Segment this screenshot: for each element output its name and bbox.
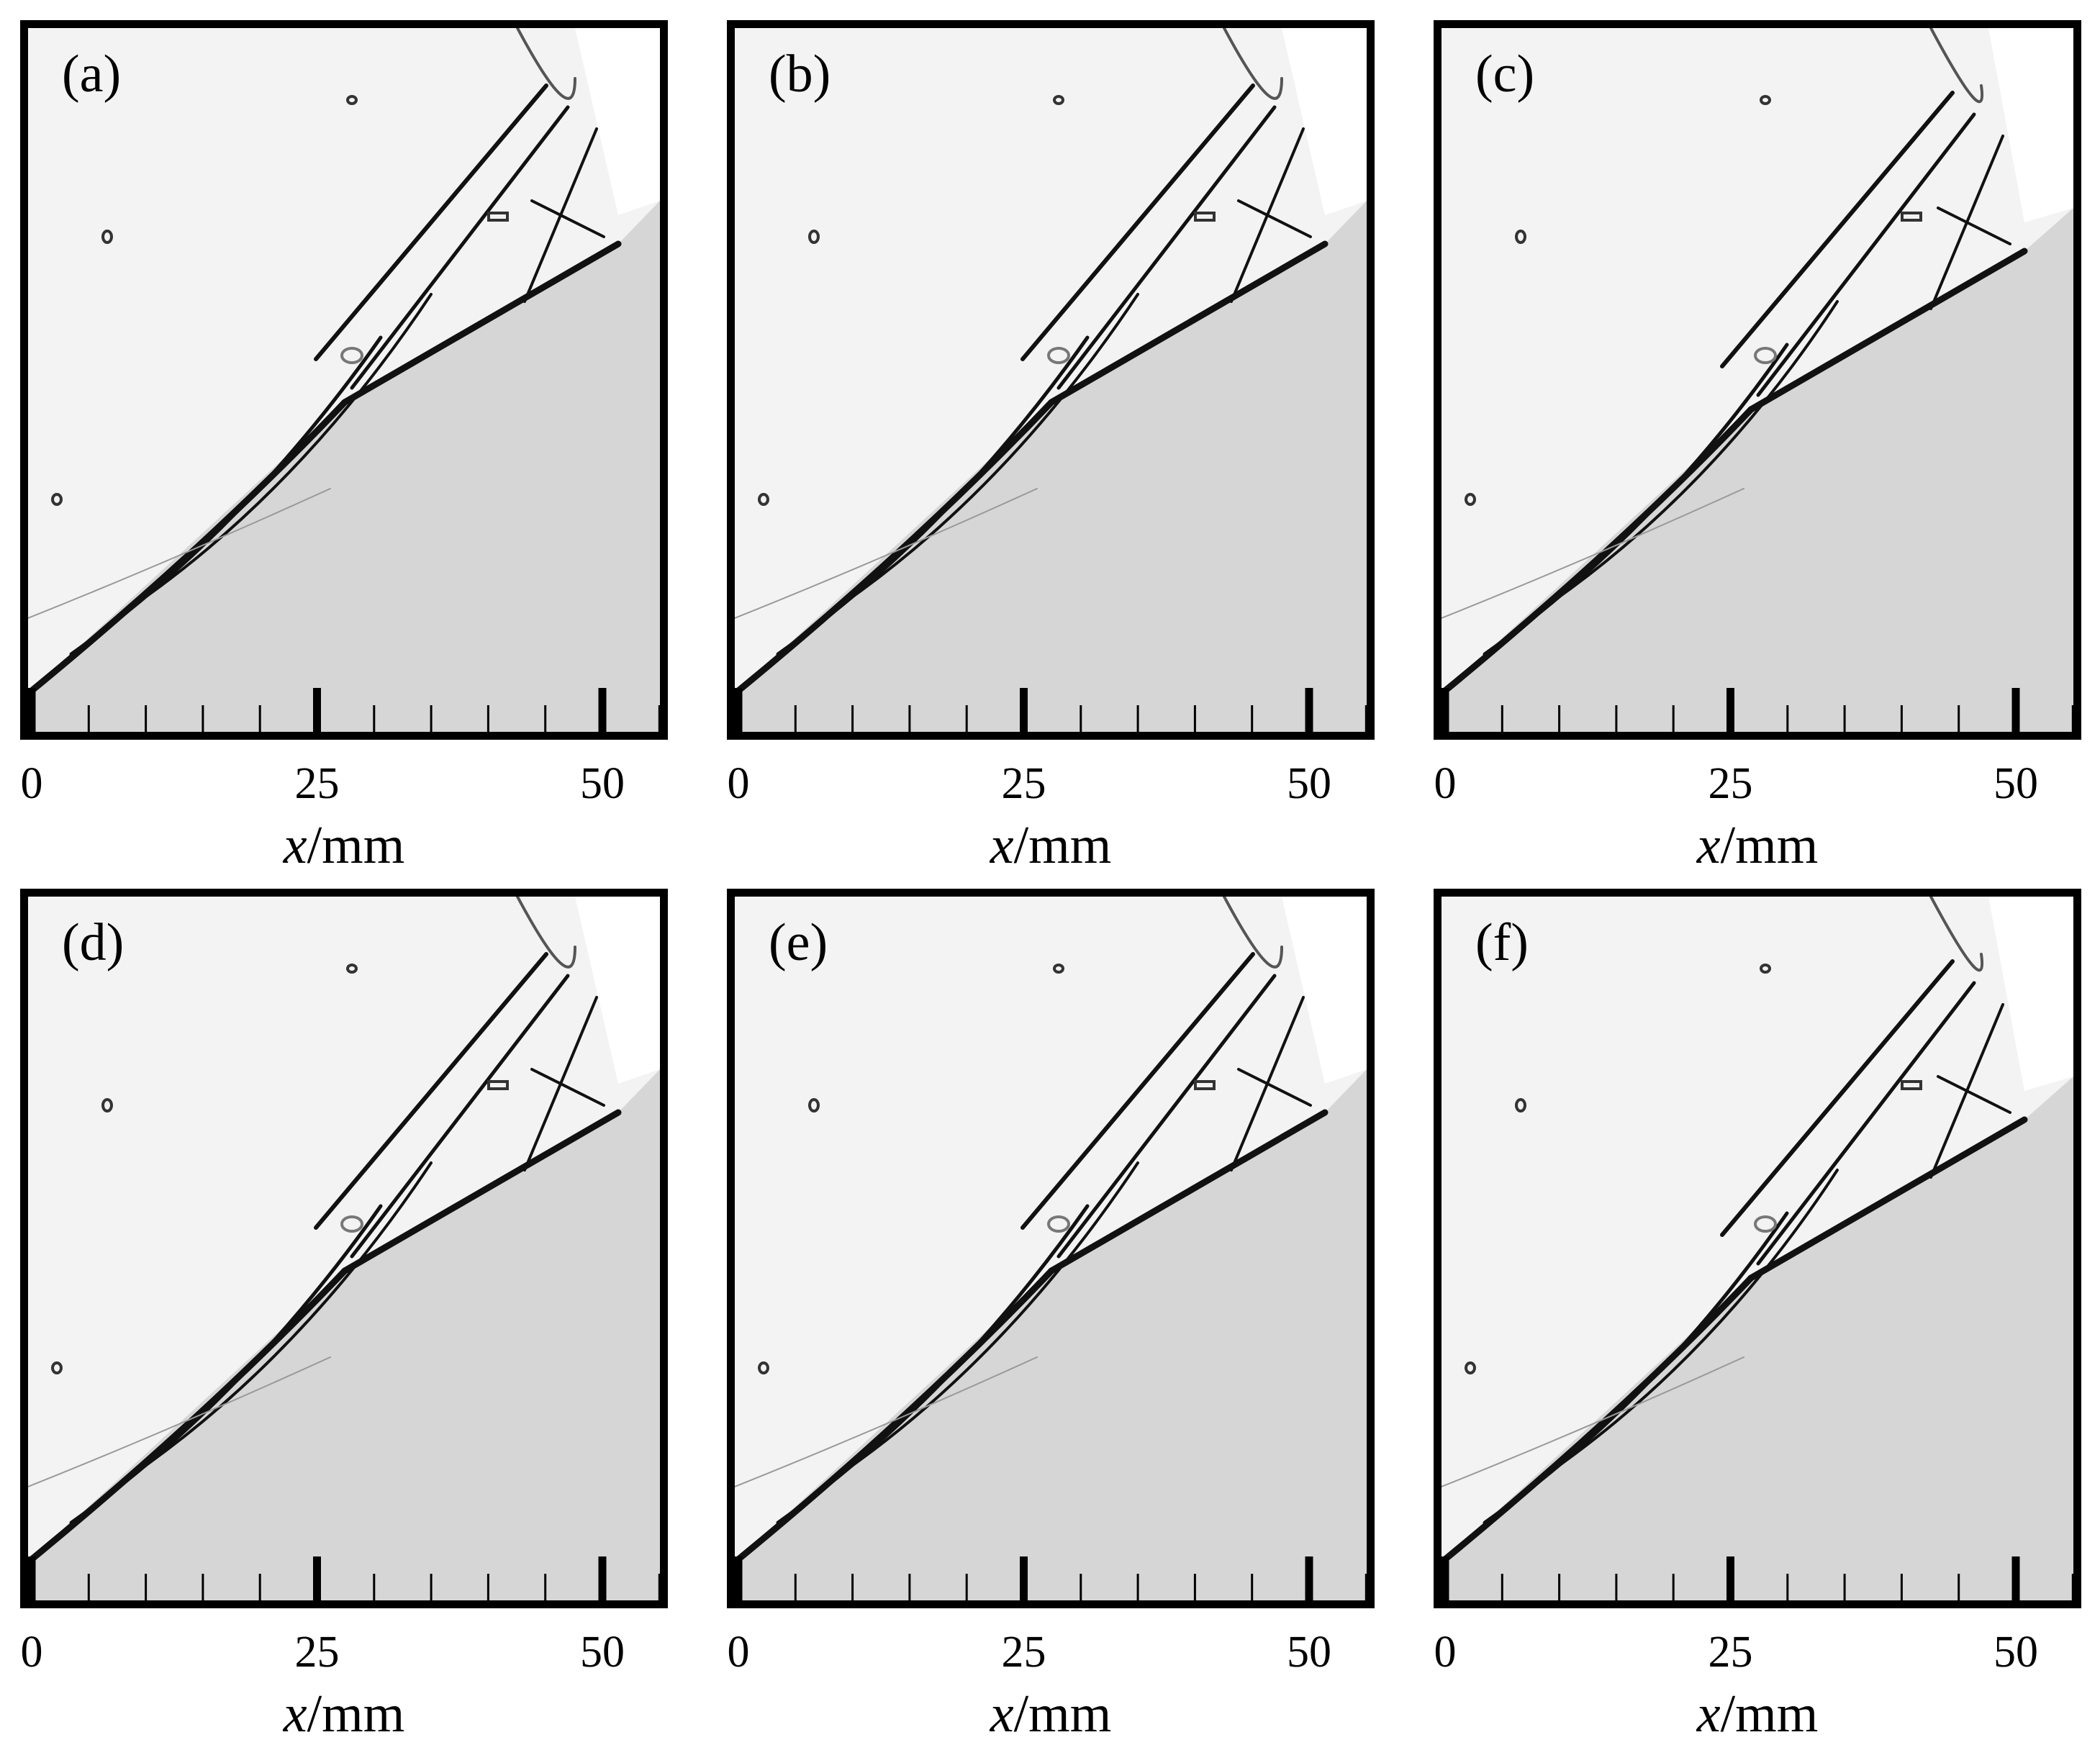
panel-e: (e) 0 25 50 x/mm [727, 889, 1375, 1763]
dust-marks [758, 95, 1216, 506]
shock-lines [735, 897, 1329, 1566]
shock-lines [735, 28, 1329, 697]
shock-lines [1442, 897, 2028, 1566]
x-tick-label: 50 [580, 1628, 625, 1677]
x-axis-title: x/mm [20, 819, 668, 872]
model-surface [735, 201, 1367, 732]
x-tick-label: 50 [1287, 759, 1331, 808]
x-axis-variable: x [283, 1685, 307, 1744]
x-axis-unit: /mm [307, 816, 405, 875]
scale-strip [1442, 1569, 2073, 1600]
free-stream-region [1282, 28, 1367, 215]
x-tick-label: 50 [1993, 759, 2038, 808]
model-surface [735, 1069, 1367, 1600]
schlieren-image-b [727, 20, 1375, 740]
x-tick-label: 0 [20, 1628, 43, 1677]
x-axis-title: x/mm [1434, 1687, 2081, 1741]
schlieren-svg [735, 28, 1367, 732]
model-surface [1442, 1077, 2073, 1600]
x-tick-label: 0 [1434, 1628, 1457, 1677]
dust-marks [758, 964, 1216, 1374]
panel-b: (b) 0 25 50 x/mm [727, 20, 1375, 894]
shock-lines [28, 897, 622, 1566]
schlieren-svg [1442, 897, 2073, 1600]
x-axis-title: x/mm [1434, 819, 2081, 872]
x-tick-label: 25 [1708, 759, 1753, 808]
x-tick-label: 25 [1001, 1628, 1046, 1677]
x-axis-unit: /mm [1013, 1685, 1112, 1744]
scale-strip [28, 701, 660, 732]
x-axis-variable: x [283, 816, 307, 875]
model-surface [1442, 208, 2073, 732]
scale-strip [1442, 701, 2073, 732]
schlieren-image-d [20, 889, 668, 1608]
x-tick-label: 25 [1708, 1628, 1753, 1677]
schlieren-image-c [1434, 20, 2081, 740]
x-axis-unit: /mm [307, 1685, 405, 1744]
x-axis-variable: x [990, 816, 1014, 875]
x-tick-label: 50 [580, 759, 625, 808]
panel-label: (a) [62, 45, 122, 104]
x-tick-label: 50 [1993, 1628, 2038, 1677]
panel-label: (b) [769, 45, 831, 104]
x-axis-unit: /mm [1720, 816, 1819, 875]
scale-strip [735, 701, 1367, 732]
schlieren-image-e [727, 889, 1375, 1608]
x-tick-label: 25 [294, 759, 340, 808]
panel-c: (c) 0 25 50 x/mm [1434, 20, 2081, 894]
x-tick-label: 0 [727, 759, 750, 808]
dust-marks [51, 95, 509, 506]
x-axis-variable: x [990, 1685, 1014, 1744]
x-tick-label: 0 [1434, 759, 1457, 808]
panel-label: (e) [769, 913, 828, 972]
schlieren-image-a [20, 20, 668, 740]
free-stream-region [1988, 28, 2073, 222]
x-tick-label: 50 [1287, 1628, 1331, 1677]
panel-label: (c) [1475, 45, 1535, 104]
x-tick-label: 0 [727, 1628, 750, 1677]
x-tick-label: 0 [20, 759, 43, 808]
schlieren-image-f [1434, 889, 2081, 1608]
dust-marks [1465, 964, 1922, 1374]
x-axis-variable: x [1696, 1685, 1721, 1744]
panel-label: (d) [62, 913, 125, 972]
x-tick-label: 25 [1001, 759, 1046, 808]
x-axis-title: x/mm [20, 1687, 668, 1741]
free-stream-region [575, 897, 660, 1084]
schlieren-svg [28, 897, 660, 1600]
scale-strip [735, 1569, 1367, 1600]
x-axis-unit: /mm [1720, 1685, 1819, 1744]
panel-label: (f) [1475, 913, 1529, 972]
schlieren-svg [1442, 28, 2073, 732]
x-axis-variable: x [1696, 816, 1721, 875]
shock-lines [28, 28, 622, 697]
dust-marks [1465, 95, 1922, 506]
panel-d: (d) 0 25 50 x/mm [20, 889, 668, 1763]
x-axis-unit: /mm [1013, 816, 1112, 875]
scale-strip [28, 1569, 660, 1600]
x-tick-label: 25 [294, 1628, 340, 1677]
model-surface [28, 1069, 660, 1600]
shock-lines [1442, 28, 2028, 697]
panel-f: (f) 0 25 50 x/mm [1434, 889, 2081, 1763]
schlieren-svg [735, 897, 1367, 1600]
dust-marks [51, 964, 509, 1374]
x-axis-title: x/mm [727, 819, 1375, 872]
free-stream-region [1988, 897, 2073, 1091]
model-surface [28, 201, 660, 732]
schlieren-svg [28, 28, 660, 732]
free-stream-region [575, 28, 660, 215]
free-stream-region [1282, 897, 1367, 1084]
panel-a: (a) 0 25 50 x/mm [20, 20, 668, 894]
x-axis-title: x/mm [727, 1687, 1375, 1741]
